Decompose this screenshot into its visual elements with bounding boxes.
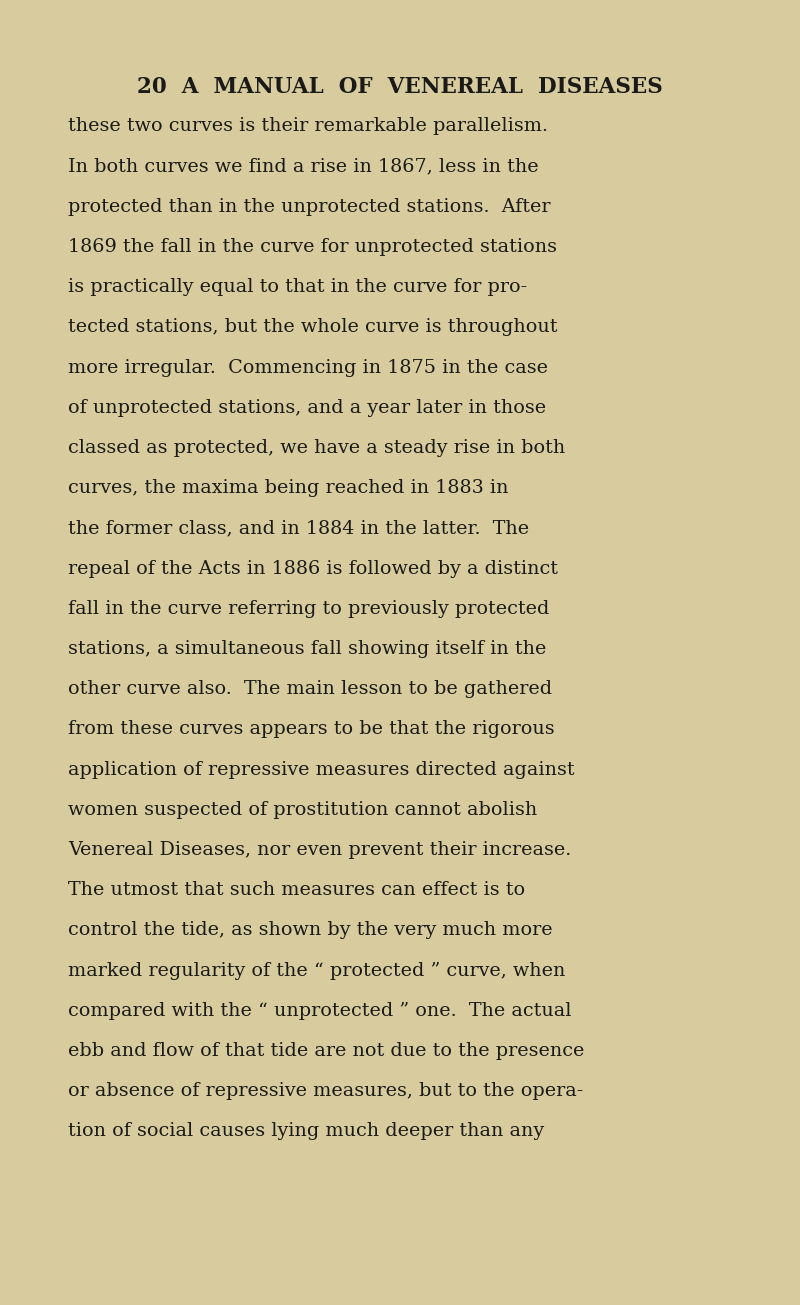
Text: application of repressive measures directed against: application of repressive measures direc…: [68, 761, 574, 779]
Text: The utmost that such measures can effect is to: The utmost that such measures can effect…: [68, 881, 525, 899]
Text: other curve also.  The main lesson to be gathered: other curve also. The main lesson to be …: [68, 680, 552, 698]
Text: repeal of the Acts in 1886 is followed by a distinct: repeal of the Acts in 1886 is followed b…: [68, 560, 558, 578]
Text: 20  A  MANUAL  OF  VENEREAL  DISEASES: 20 A MANUAL OF VENEREAL DISEASES: [137, 76, 663, 98]
Text: fall in the curve referring to previously protected: fall in the curve referring to previousl…: [68, 600, 550, 617]
Text: compared with the “ unprotected ” one.  The actual: compared with the “ unprotected ” one. T…: [68, 1002, 571, 1019]
Text: the former class, and in 1884 in the latter.  The: the former class, and in 1884 in the lat…: [68, 519, 529, 538]
Text: Venereal Diseases, nor even prevent their increase.: Venereal Diseases, nor even prevent thei…: [68, 840, 571, 859]
Text: tected stations, but the whole curve is throughout: tected stations, but the whole curve is …: [68, 318, 558, 337]
Text: curves, the maxima being reached in 1883 in: curves, the maxima being reached in 1883…: [68, 479, 509, 497]
Text: these two curves is their remarkable parallelism.: these two curves is their remarkable par…: [68, 117, 548, 136]
Text: stations, a simultaneous fall showing itself in the: stations, a simultaneous fall showing it…: [68, 639, 546, 658]
Text: classed as protected, we have a steady rise in both: classed as protected, we have a steady r…: [68, 438, 566, 457]
Text: from these curves appears to be that the rigorous: from these curves appears to be that the…: [68, 720, 554, 739]
Text: protected than in the unprotected stations.  After: protected than in the unprotected statio…: [68, 198, 550, 215]
Text: is practically equal to that in the curve for pro-: is practically equal to that in the curv…: [68, 278, 527, 296]
Text: In both curves we find a rise in 1867, less in the: In both curves we find a rise in 1867, l…: [68, 158, 538, 176]
Text: of unprotected stations, and a year later in those: of unprotected stations, and a year late…: [68, 399, 546, 416]
Text: 1869 the fall in the curve for unprotected stations: 1869 the fall in the curve for unprotect…: [68, 238, 557, 256]
Text: tion of social causes lying much deeper than any: tion of social causes lying much deeper …: [68, 1122, 544, 1141]
Text: women suspected of prostitution cannot abolish: women suspected of prostitution cannot a…: [68, 801, 538, 818]
Text: control the tide, as shown by the very much more: control the tide, as shown by the very m…: [68, 921, 553, 940]
Text: or absence of repressive measures, but to the opera-: or absence of repressive measures, but t…: [68, 1082, 583, 1100]
Text: ebb and flow of that tide are not due to the presence: ebb and flow of that tide are not due to…: [68, 1041, 584, 1060]
Text: marked regularity of the “ protected ” curve, when: marked regularity of the “ protected ” c…: [68, 962, 566, 980]
Text: more irregular.  Commencing in 1875 in the case: more irregular. Commencing in 1875 in th…: [68, 359, 548, 377]
